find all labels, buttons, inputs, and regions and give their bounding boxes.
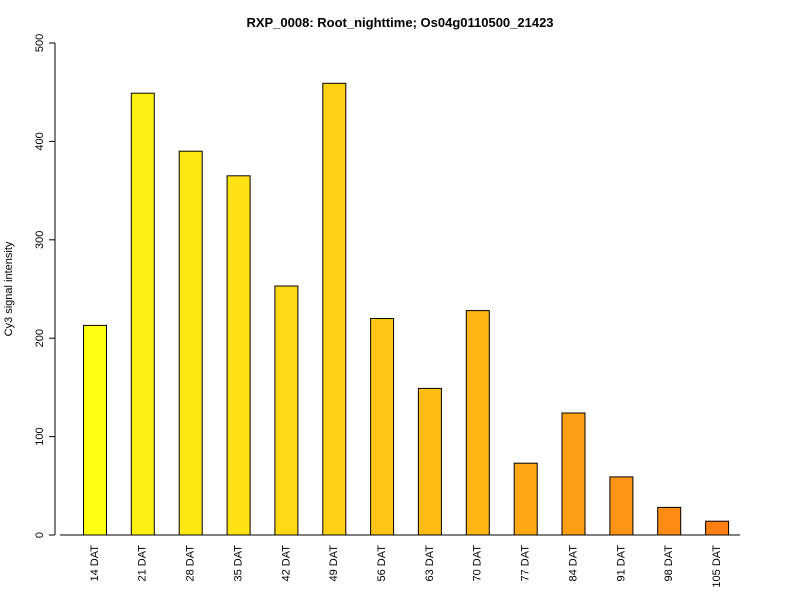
bar — [513, 462, 538, 536]
bar — [705, 520, 730, 536]
bar — [465, 310, 490, 536]
x-tick-label: 105 DAT — [711, 545, 723, 588]
x-tick-label: 14 DAT — [89, 545, 101, 582]
bar — [83, 324, 107, 536]
x-tick-label: 70 DAT — [472, 545, 484, 582]
x-tick-label: 21 DAT — [137, 545, 149, 582]
x-tick-label: 91 DAT — [615, 545, 627, 582]
x-tick-label: 35 DAT — [233, 545, 245, 582]
y-tick-label: 200 — [34, 329, 46, 347]
x-tick-label: 84 DAT — [567, 545, 579, 582]
bar — [417, 387, 442, 536]
bar — [561, 412, 586, 536]
y-axis: 0 100 200 300 400 500 — [34, 34, 56, 538]
bars-group — [83, 82, 730, 536]
x-tick-label: 49 DAT — [328, 545, 340, 582]
y-tick-label: 0 — [34, 532, 46, 538]
bar — [130, 92, 155, 536]
x-tick-label: 63 DAT — [424, 545, 436, 582]
y-tick-label: 400 — [34, 132, 46, 150]
x-tick-label: 42 DAT — [280, 545, 292, 582]
bar — [609, 476, 634, 536]
x-tick-label: 77 DAT — [520, 545, 532, 582]
bar — [274, 285, 299, 536]
y-tick-label: 100 — [34, 427, 46, 445]
y-axis-label: Cy3 signal intensity — [3, 241, 15, 336]
bar — [226, 175, 251, 536]
x-axis: 14 DAT 21 DAT 28 DAT 35 DAT 42 DAT 49 DAT 56 D… — [60, 534, 740, 588]
bar — [370, 318, 395, 536]
x-tick-label: 98 DAT — [663, 545, 675, 582]
x-tick-label: 56 DAT — [376, 545, 388, 582]
chart-title: RXP_0008: Root_nighttime; Os04g0110500_2… — [246, 15, 553, 30]
bar — [322, 82, 347, 536]
bar — [657, 506, 682, 536]
y-tick-label: 300 — [34, 231, 46, 249]
x-tick-label: 28 DAT — [185, 545, 197, 582]
bar — [178, 150, 203, 536]
y-tick-label: 500 — [34, 34, 46, 52]
